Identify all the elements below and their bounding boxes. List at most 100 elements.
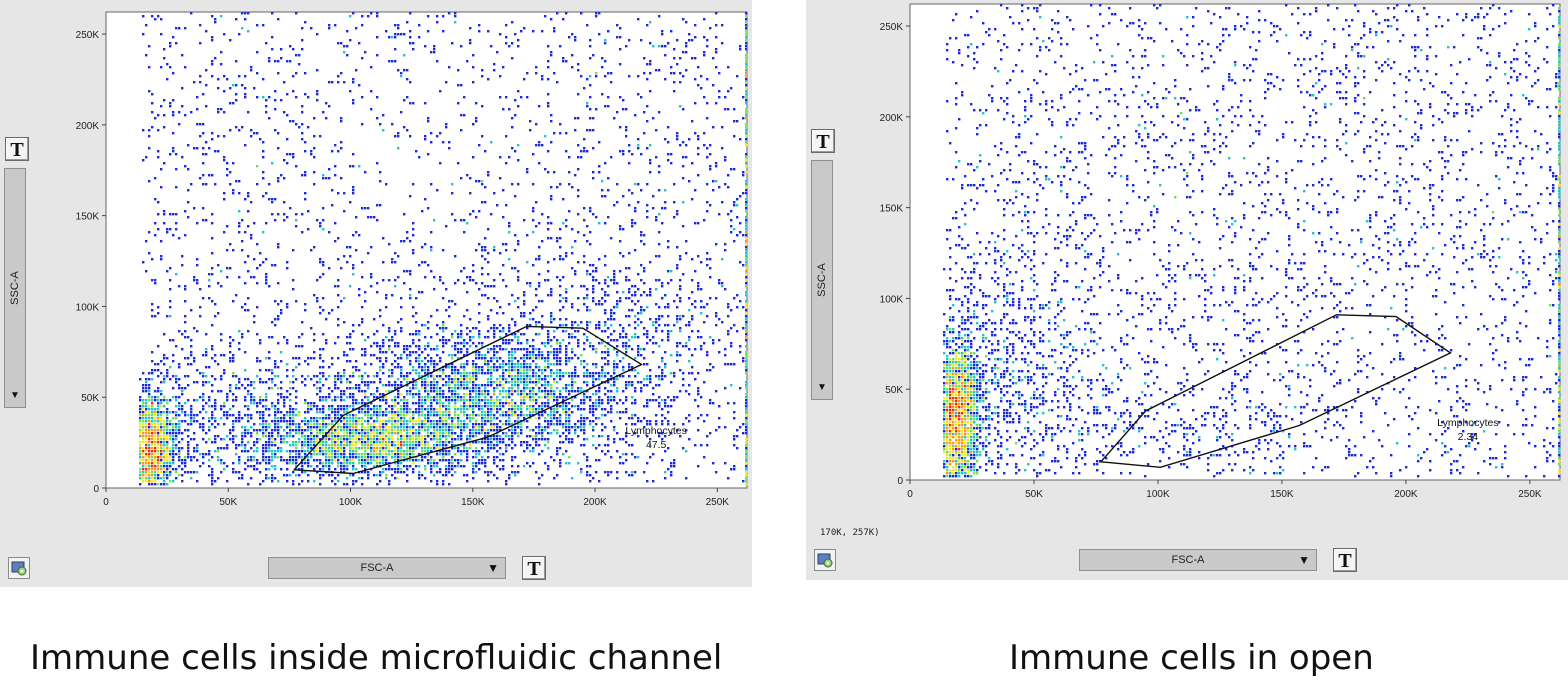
event-dot bbox=[466, 393, 469, 396]
event-dot bbox=[427, 327, 430, 330]
event-dot bbox=[613, 441, 616, 444]
event-dot bbox=[322, 384, 325, 387]
event-dot bbox=[616, 363, 619, 366]
event-dot bbox=[595, 393, 598, 396]
event-dot bbox=[175, 417, 178, 420]
event-dot bbox=[277, 342, 280, 345]
event-dot bbox=[277, 132, 280, 135]
event-dot bbox=[493, 399, 496, 402]
event-dot bbox=[385, 435, 388, 438]
event-dot bbox=[394, 456, 397, 459]
event-dot bbox=[460, 411, 463, 414]
event-dot bbox=[184, 429, 187, 432]
event-dot bbox=[379, 180, 382, 183]
event-dot bbox=[235, 417, 238, 420]
event-dot bbox=[490, 438, 493, 441]
event-dot bbox=[166, 357, 169, 360]
event-dot bbox=[346, 411, 349, 414]
event-dot bbox=[490, 411, 493, 414]
event-dot bbox=[418, 396, 421, 399]
event-dot bbox=[208, 453, 211, 456]
event-dot bbox=[550, 420, 553, 423]
event-dot bbox=[718, 279, 721, 282]
event-dot bbox=[454, 459, 457, 462]
event-dot bbox=[532, 369, 535, 372]
event-dot bbox=[319, 462, 322, 465]
event-dot bbox=[406, 468, 409, 471]
scatter-plot-microfluidic[interactable]: 0 50K 100K 150K 200K 250K050K100K150K200K250K… bbox=[0, 0, 752, 587]
event-dot bbox=[508, 303, 511, 306]
event-dot bbox=[661, 378, 664, 381]
event-dot bbox=[718, 426, 721, 429]
event-dot bbox=[400, 444, 403, 447]
event-dot bbox=[508, 360, 511, 363]
event-dot bbox=[274, 423, 277, 426]
event-dot bbox=[379, 408, 382, 411]
event-dot bbox=[475, 423, 478, 426]
event-dot bbox=[520, 369, 523, 372]
event-dot bbox=[379, 462, 382, 465]
event-dot bbox=[508, 387, 511, 390]
event-dot bbox=[451, 438, 454, 441]
event-dot bbox=[328, 417, 331, 420]
event-dot bbox=[280, 312, 283, 315]
event-dot bbox=[559, 237, 562, 240]
event-dot bbox=[367, 432, 370, 435]
event-dot bbox=[616, 378, 619, 381]
event-dot bbox=[667, 420, 670, 423]
event-dot bbox=[373, 447, 376, 450]
event-dot bbox=[382, 366, 385, 369]
event-dot bbox=[421, 384, 424, 387]
event-dot bbox=[409, 453, 412, 456]
event-dot bbox=[667, 423, 670, 426]
event-dot bbox=[544, 369, 547, 372]
event-dot bbox=[271, 438, 274, 441]
event-dot bbox=[241, 336, 244, 339]
event-dot bbox=[238, 459, 241, 462]
event-dot bbox=[667, 468, 670, 471]
event-dot bbox=[430, 315, 433, 318]
event-dot bbox=[550, 18, 553, 21]
event-dot bbox=[547, 375, 550, 378]
event-dot bbox=[289, 450, 292, 453]
event-dot bbox=[301, 441, 304, 444]
event-dot bbox=[529, 378, 532, 381]
event-dot bbox=[301, 213, 304, 216]
event-dot bbox=[184, 465, 187, 468]
event-dot bbox=[358, 417, 361, 420]
event-dot bbox=[400, 369, 403, 372]
event-dot bbox=[661, 33, 664, 36]
event-dot bbox=[364, 207, 367, 210]
event-dot bbox=[499, 375, 502, 378]
event-dot bbox=[490, 414, 493, 417]
event-dot bbox=[466, 480, 469, 483]
event-dot bbox=[487, 411, 490, 414]
event-dot bbox=[421, 405, 424, 408]
event-dot bbox=[556, 408, 559, 411]
event-dot bbox=[166, 447, 169, 450]
event-dot bbox=[496, 204, 499, 207]
event-dot bbox=[406, 375, 409, 378]
event-dot bbox=[178, 429, 181, 432]
event-dot bbox=[379, 471, 382, 474]
event-dot bbox=[643, 363, 646, 366]
event-dot bbox=[295, 408, 298, 411]
event-dot bbox=[304, 303, 307, 306]
event-dot bbox=[451, 336, 454, 339]
event-dot bbox=[364, 465, 367, 468]
event-dot bbox=[283, 417, 286, 420]
event-dot bbox=[418, 372, 421, 375]
event-dot bbox=[547, 381, 550, 384]
event-dot bbox=[547, 216, 550, 219]
event-dot bbox=[538, 477, 541, 480]
event-dot bbox=[139, 450, 142, 453]
event-dot bbox=[286, 363, 289, 366]
event-dot bbox=[241, 417, 244, 420]
event-dot bbox=[445, 471, 448, 474]
event-dot bbox=[529, 120, 532, 123]
event-dot bbox=[526, 381, 529, 384]
event-dot bbox=[385, 414, 388, 417]
event-dot bbox=[733, 135, 736, 138]
event-dot bbox=[532, 450, 535, 453]
event-dot bbox=[625, 387, 628, 390]
